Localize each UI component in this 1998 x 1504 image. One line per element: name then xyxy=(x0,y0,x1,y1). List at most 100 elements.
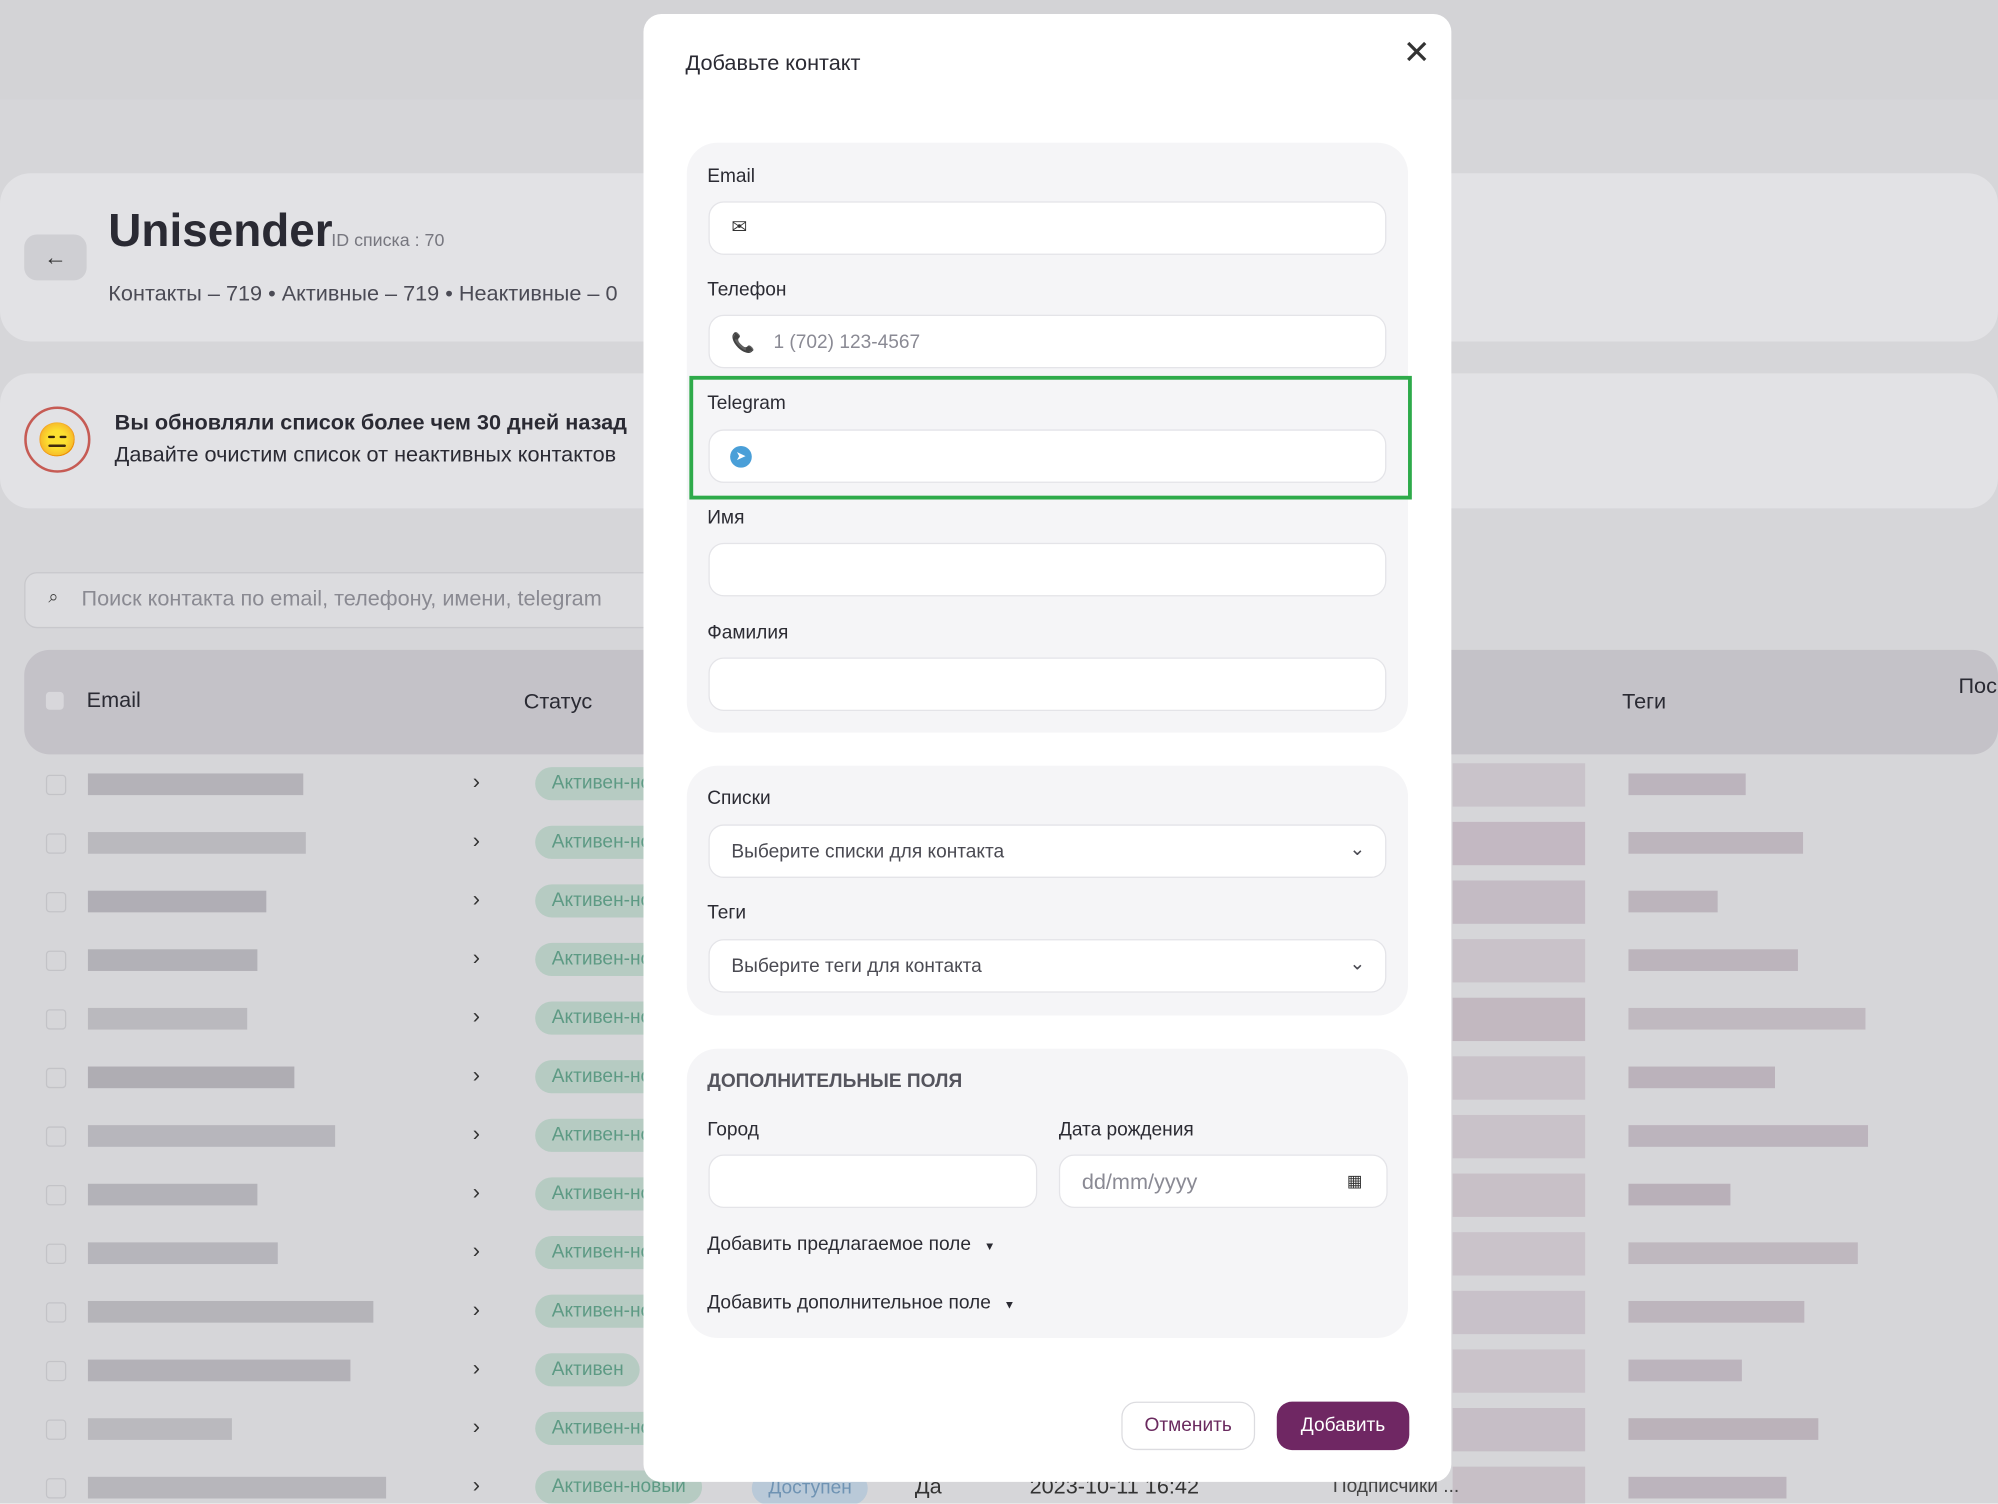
city-label: Город xyxy=(707,1118,759,1141)
blurred-cell xyxy=(1452,1173,1586,1217)
blurred-email xyxy=(87,832,306,854)
stats: Контакты – 719 • Активные – 719 • Неакти… xyxy=(108,281,618,306)
blurred-email xyxy=(87,949,258,971)
row-chevron: › xyxy=(472,945,480,970)
lists-select[interactable]: Выберите списки для контакта ⌄ xyxy=(708,824,1387,878)
blurred-email xyxy=(87,1418,232,1440)
telegram-input[interactable]: ➤ xyxy=(708,429,1387,483)
blurred-tag xyxy=(1628,773,1746,796)
row-checkbox[interactable] xyxy=(45,1067,67,1089)
last-name-input[interactable] xyxy=(708,657,1387,712)
row-checkbox[interactable] xyxy=(45,1360,67,1382)
add-suggested[interactable]: Добавить предлагаемое поле ▼ xyxy=(707,1233,996,1256)
row-chevron: › xyxy=(472,769,480,794)
chevron: ⌄ xyxy=(1349,953,1366,975)
blurred-email xyxy=(87,1066,295,1089)
blurred-tag xyxy=(1628,949,1798,971)
chevron: ⌄ xyxy=(1349,838,1366,861)
first-name-label: Имя xyxy=(707,507,745,529)
tags-placeholder: Выберите теги для контакта xyxy=(731,955,982,978)
tags-select[interactable]: Выберите теги для контакта ⌄ xyxy=(708,939,1387,993)
header-tags: Теги xyxy=(1622,689,1667,714)
row-checkbox[interactable] xyxy=(45,1126,67,1147)
row-checkbox[interactable] xyxy=(45,950,67,971)
row-checkbox[interactable] xyxy=(45,1009,67,1030)
modal: Добавьте контакт ✕ Email ✉ Телефон 📞 1 (7… xyxy=(643,14,1452,1482)
blurred-tag xyxy=(1628,1476,1787,1499)
row-checkbox[interactable] xyxy=(45,833,67,854)
blurred-cell xyxy=(1452,1408,1586,1452)
blurred-email xyxy=(87,1359,351,1382)
row-chevron: › xyxy=(472,1414,480,1439)
header-last: Пос xyxy=(1958,674,1997,699)
row-chevron: › xyxy=(472,1062,480,1087)
row-chevron: › xyxy=(472,886,480,912)
add-custom[interactable]: Добавить дополнительное поле ▼ xyxy=(707,1292,1016,1314)
submit-button[interactable]: Добавить xyxy=(1276,1401,1410,1451)
row-checkbox[interactable] xyxy=(45,1478,67,1499)
blurred-tag xyxy=(1628,1300,1805,1323)
row-checkbox[interactable] xyxy=(45,774,67,796)
back-button[interactable]: ← xyxy=(24,234,87,281)
row-checkbox[interactable] xyxy=(45,1185,67,1206)
blurred-cell xyxy=(1452,880,1586,924)
list-id: ID списка : 70 xyxy=(331,229,445,250)
notice-title: Вы обновляли список более чем 30 дней на… xyxy=(114,410,627,435)
blurred-email xyxy=(87,1242,278,1265)
notice-text: Давайте очистим список от неактивных кон… xyxy=(114,442,617,467)
date-placeholder: dd/mm/yyyy xyxy=(1081,1169,1198,1194)
last-name-label: Фамилия xyxy=(707,621,789,644)
lists-section: Списки Выберите списки для контакта ⌄ Тег… xyxy=(686,765,1409,1016)
icon: 📞 xyxy=(731,332,756,355)
blurred-email xyxy=(87,773,304,796)
search-icon: ⌕ xyxy=(48,586,59,607)
birthday-label: Дата рождения xyxy=(1058,1118,1194,1141)
row-checkbox[interactable] xyxy=(45,891,67,913)
phone-input[interactable]: 📞 1 (702) 123-4567 xyxy=(708,314,1387,369)
brand: Unisender xyxy=(108,203,333,257)
tags-label: Теги xyxy=(707,902,747,924)
phone-placeholder: 1 (702) 123-4567 xyxy=(773,331,921,353)
city-input[interactable] xyxy=(708,1154,1038,1208)
row-checkbox[interactable] xyxy=(45,1302,67,1323)
row-chevron: › xyxy=(472,1121,480,1146)
header-checkbox[interactable] xyxy=(45,691,64,710)
cancel-button[interactable]: Отменить xyxy=(1121,1401,1256,1451)
blurred-tag xyxy=(1628,1242,1858,1265)
search-placeholder: Поиск контакта по email, телефону, имени… xyxy=(81,586,602,611)
blurred-email xyxy=(87,1007,248,1030)
icon: ✉ xyxy=(731,216,748,239)
row-checkbox[interactable] xyxy=(45,1243,67,1265)
blurred-tag xyxy=(1628,1183,1731,1206)
blurred-cell xyxy=(1452,1232,1586,1276)
modal-title: Добавьте контакт xyxy=(685,50,861,76)
blurred-tag xyxy=(1628,1066,1776,1089)
telegram-label: Telegram xyxy=(707,392,786,415)
birthday-input[interactable]: dd/mm/yyyy ▦ xyxy=(1058,1154,1388,1208)
highlight xyxy=(689,375,1412,500)
add-custom-text: Добавить дополнительное поле xyxy=(707,1292,991,1314)
blurred-tag xyxy=(1628,890,1718,913)
lists-label: Списки xyxy=(707,787,771,810)
blurred-email xyxy=(87,890,267,913)
blurred-tag xyxy=(1628,1359,1742,1382)
blurred-cell xyxy=(1452,939,1586,983)
blurred-cell xyxy=(1452,1349,1586,1393)
blurred-cell xyxy=(1452,1290,1586,1335)
close-button[interactable]: ✕ xyxy=(1402,33,1431,72)
blurred-tag xyxy=(1628,1007,1866,1030)
blurred-tag xyxy=(1628,1418,1819,1440)
blurred-email xyxy=(87,1125,336,1147)
email-input[interactable]: ✉ xyxy=(708,201,1387,255)
blurred-email xyxy=(87,1476,387,1499)
row-chevron: › xyxy=(472,1297,480,1322)
calendar-icon: ▦ xyxy=(1346,1171,1363,1191)
blurred-cell xyxy=(1452,763,1586,807)
lists-placeholder: Выберите списки для контакта xyxy=(731,840,1005,863)
row-checkbox[interactable] xyxy=(45,1419,67,1440)
first-name-input[interactable] xyxy=(708,542,1387,597)
icon: ➤ xyxy=(730,445,752,468)
blurred-cell xyxy=(1452,997,1586,1042)
row-chevron: › xyxy=(472,1473,480,1498)
